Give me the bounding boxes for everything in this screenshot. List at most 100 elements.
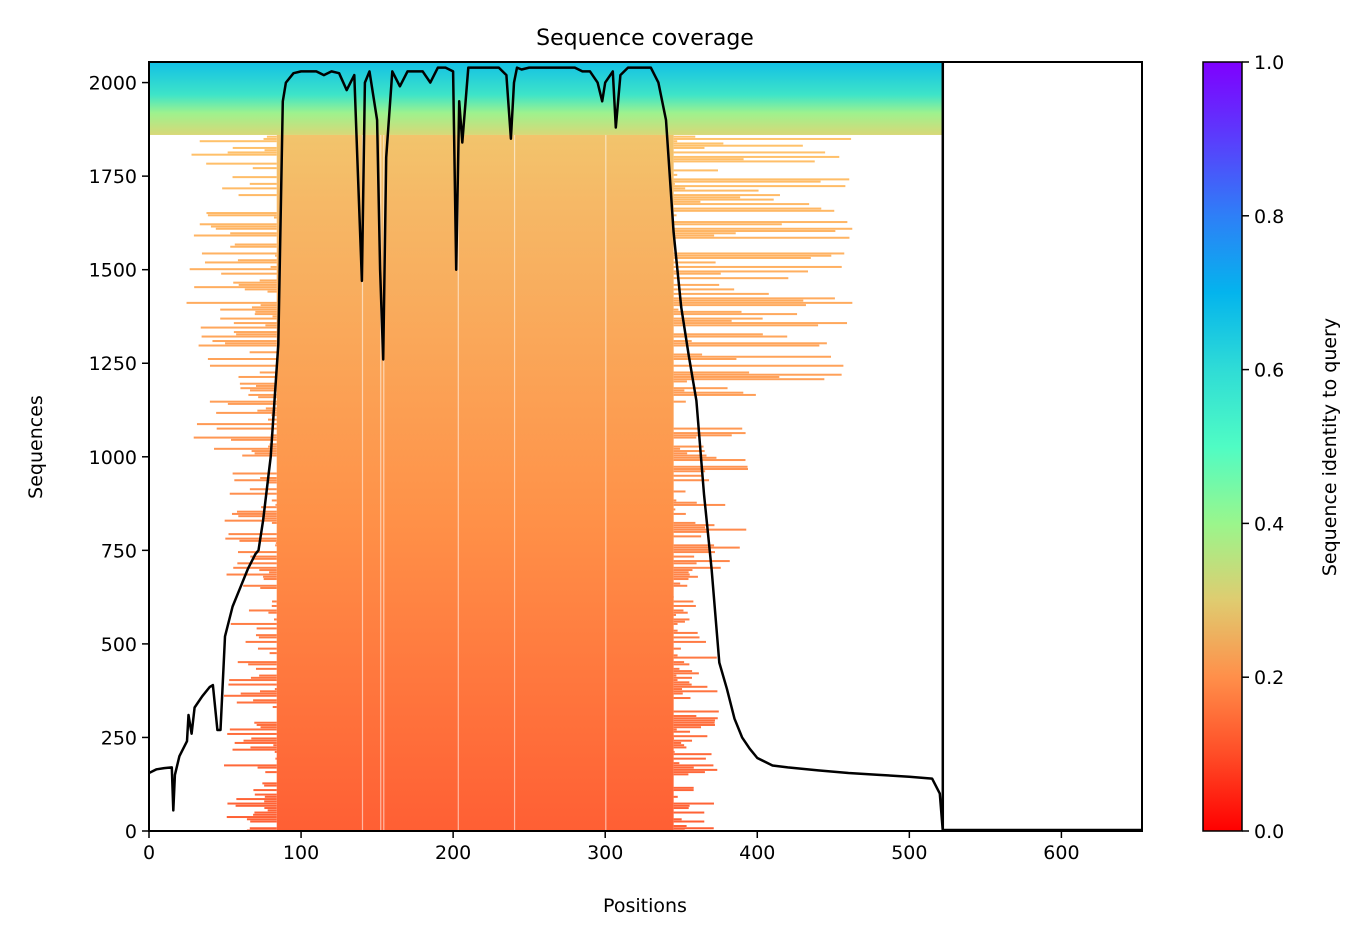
alignment-row <box>673 575 698 578</box>
alignment-row <box>224 519 277 522</box>
alignment-row <box>673 528 747 531</box>
alignment-row <box>673 728 677 731</box>
alignment-row <box>216 411 277 414</box>
alignment-row <box>257 647 277 650</box>
alignment-row <box>269 443 277 446</box>
alignment-row <box>673 400 686 403</box>
alignment-row <box>201 335 277 338</box>
alignment-row <box>673 252 845 255</box>
alignment-row <box>673 661 685 664</box>
alignment-row <box>236 333 277 336</box>
alignment-row <box>210 225 277 228</box>
alignment-row <box>673 631 698 634</box>
alignment-row <box>232 146 277 149</box>
alignment-row <box>234 741 277 744</box>
alignment-row <box>673 524 715 527</box>
alignment-row <box>227 402 277 405</box>
alignment-row <box>263 578 277 581</box>
alignment-row <box>673 692 683 695</box>
alignment-row <box>673 672 699 675</box>
alignment-row <box>673 544 715 547</box>
alignment-row <box>251 737 277 740</box>
alignment-row <box>673 355 831 358</box>
alignment-row <box>673 710 719 713</box>
alignment-row <box>260 587 277 590</box>
alignment-row <box>209 364 277 367</box>
alignment-row <box>255 384 277 387</box>
alignment-row <box>207 214 277 217</box>
alignment-row <box>228 533 277 536</box>
alignment-row <box>245 640 277 643</box>
alignment-row <box>233 331 277 334</box>
alignment-row <box>207 357 277 360</box>
alignment-row <box>673 288 735 291</box>
x-axis-label: Positions <box>603 895 687 917</box>
alignment-row <box>673 582 681 585</box>
alignment-row <box>673 324 819 327</box>
alignment-row <box>673 508 676 511</box>
alignment-row <box>240 692 277 695</box>
alignment-row <box>673 573 690 576</box>
alignment-row <box>673 319 732 322</box>
colorbar <box>1202 61 1243 832</box>
colorbar-tick-label: 0.2 <box>1254 667 1284 689</box>
alignment-row <box>238 194 277 197</box>
alignment-row <box>249 182 277 185</box>
alignment-row <box>261 506 277 509</box>
alignment-row <box>254 793 277 796</box>
alignment-row <box>251 306 277 309</box>
alignment-row <box>234 479 277 482</box>
alignment-row <box>231 512 277 515</box>
alignment-row <box>250 555 277 558</box>
alignment-row <box>209 400 277 403</box>
alignment-row <box>673 521 696 524</box>
alignment-row <box>673 427 743 430</box>
alignment-row <box>673 611 688 614</box>
x-axis: 0 100 200 300 400 500 600 <box>143 831 1080 864</box>
alignment-row <box>252 557 277 560</box>
alignment-row <box>226 816 277 819</box>
alignment-row <box>206 162 277 165</box>
alignment-row <box>275 544 277 547</box>
alignment-row <box>248 393 277 396</box>
alignment-row <box>275 757 277 760</box>
y-tick-label: 1750 <box>89 166 137 188</box>
alignment-row <box>673 445 704 448</box>
alignment-row <box>673 200 701 203</box>
alignment-row <box>220 317 277 320</box>
alignment-row <box>198 344 277 347</box>
alignment-row <box>673 818 682 821</box>
alignment-row <box>236 701 277 704</box>
alignment-row <box>673 447 681 450</box>
alignment-row <box>673 584 688 587</box>
alignment-row <box>673 232 736 235</box>
alignment-row <box>271 604 277 607</box>
y-tick-label: 250 <box>101 727 137 749</box>
alignment-row <box>673 182 675 185</box>
alignment-row <box>259 569 277 572</box>
alignment-row <box>673 297 835 300</box>
alignment-row <box>673 656 717 659</box>
alignment-row <box>673 795 678 798</box>
alignment-row <box>220 308 277 311</box>
alignment-row <box>264 149 277 152</box>
alignment-row <box>275 503 277 506</box>
alignment-row <box>673 173 678 176</box>
alignment-row <box>673 393 756 396</box>
alignment-row <box>254 721 277 724</box>
alignment-row <box>673 663 690 666</box>
alignment-row <box>673 380 687 383</box>
alignment-row <box>201 252 277 255</box>
alignment-row <box>673 618 690 621</box>
alignment-row <box>673 609 684 612</box>
alignment-row <box>673 137 852 140</box>
alignment-row <box>673 578 689 581</box>
alignment-row <box>191 153 277 156</box>
alignment-row <box>673 270 809 273</box>
alignment-row <box>673 636 700 639</box>
alignment-row <box>673 342 827 345</box>
x-tick-label: 100 <box>283 842 319 864</box>
alignment-row <box>673 207 822 210</box>
alignment-row <box>673 739 693 742</box>
alignment-row <box>233 566 277 569</box>
